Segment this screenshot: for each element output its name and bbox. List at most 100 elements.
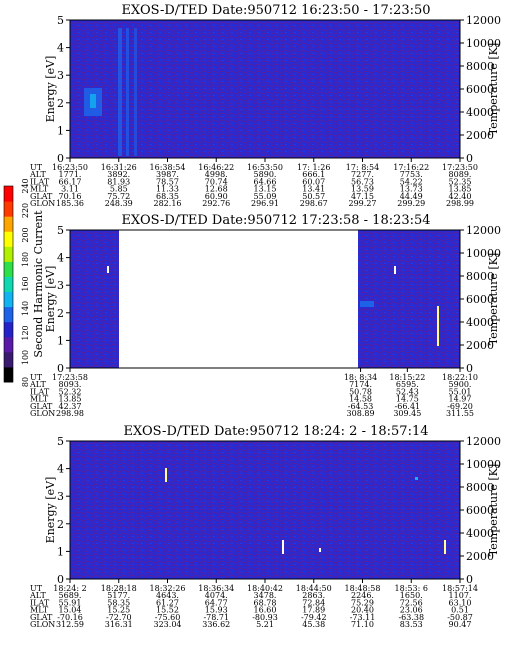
eph-value: 17:16:22 xyxy=(393,163,429,172)
eph-value: 298.67 xyxy=(300,199,328,208)
eph-value: 52.35 xyxy=(449,177,472,186)
eph-row-label: ALT xyxy=(29,591,46,600)
y2-tick-label: 6000 xyxy=(466,504,494,517)
colorbar-swatch xyxy=(4,306,13,323)
eph-value: -78.71 xyxy=(203,613,229,622)
eph-value: 1650. xyxy=(400,591,423,600)
y2-tick-label: 8000 xyxy=(466,60,494,73)
eph-value: 16:46:22 xyxy=(198,163,234,172)
eph-value: 50.57 xyxy=(302,192,325,201)
eph-value: 312.59 xyxy=(56,620,84,629)
y2-tick-label: 6000 xyxy=(466,293,494,306)
eph-value: 17.89 xyxy=(302,606,325,615)
eph-value: 16.60 xyxy=(254,606,277,615)
eph-value: 316.31 xyxy=(105,620,133,629)
eph-value: 18:24: 2 xyxy=(53,584,86,593)
colorbar-swatch xyxy=(4,261,13,277)
panel-title: EXOS-D/TED Date:950712 16:23:50 - 17:23:… xyxy=(121,3,430,18)
colorbar-swatch xyxy=(4,186,13,202)
colorbar-swatch xyxy=(4,246,13,262)
eph-value: 282.16 xyxy=(154,199,182,208)
eph-value: 47.15 xyxy=(351,192,374,201)
eph-value: 8093. xyxy=(59,380,82,389)
eph-value: 70.74 xyxy=(205,177,228,186)
eph-value: 15.52 xyxy=(156,606,179,615)
eph-value: 61.27 xyxy=(156,598,179,607)
eph-value: 298.99 xyxy=(446,199,474,208)
data-segment-left xyxy=(70,230,119,368)
eph-value: 2863. xyxy=(302,591,325,600)
y-tick-label: 5 xyxy=(57,224,64,237)
y2-tick-label: 2000 xyxy=(466,339,494,352)
eph-row-label: GLAT xyxy=(30,192,53,201)
eph-row-label: ALT xyxy=(29,170,46,179)
eph-value: 16:53:50 xyxy=(247,163,283,172)
eph-value: 309.45 xyxy=(393,409,421,418)
colorbar-swatch xyxy=(4,216,13,232)
colorbar-swatch xyxy=(4,231,13,247)
y-tick-label: 4 xyxy=(57,463,64,476)
y-axis-label: Energy [eV] xyxy=(44,56,57,123)
eph-value: 3987. xyxy=(156,170,179,179)
eph-value: 17:23:50 xyxy=(442,163,478,172)
eph-value: 4998. xyxy=(205,170,228,179)
eph-value: 298.98 xyxy=(56,409,84,418)
eph-value: -80.93 xyxy=(252,613,278,622)
eph-value: 50.78 xyxy=(349,387,372,396)
eph-value: 72.84 xyxy=(302,598,325,607)
eph-value: 5890. xyxy=(254,170,277,179)
eph-value: 4074. xyxy=(205,591,228,600)
eph-value: 42.40 xyxy=(449,192,472,201)
panel-title: EXOS-D/TED Date:950712 18:24: 2 - 18:57:… xyxy=(124,424,429,439)
eph-value: 6595. xyxy=(396,380,419,389)
y-tick-label: 0 xyxy=(57,362,64,375)
eph-value: 18:48:58 xyxy=(345,584,381,593)
eph-row-label: MLT xyxy=(30,606,49,615)
eph-row-label: ALT xyxy=(29,380,46,389)
eph-row-label: GLON xyxy=(30,620,55,629)
eph-value: 13.73 xyxy=(400,185,423,194)
eph-value: 12.68 xyxy=(205,185,228,194)
y2-axis-label: Temperature [K] xyxy=(487,253,500,345)
eph-value: 5177. xyxy=(107,591,130,600)
colorbar-tick-label: 220 xyxy=(21,203,30,218)
y2-tick-label: 8000 xyxy=(466,270,494,283)
eph-value: 3892. xyxy=(107,170,130,179)
eph-value: 16:23:50 xyxy=(52,163,88,172)
eph-value: 2246. xyxy=(351,591,374,600)
eph-value: 7277. xyxy=(351,170,374,179)
eph-value: -64.53 xyxy=(348,402,374,411)
eph-value: 68.78 xyxy=(254,598,277,607)
y-tick-label: 1 xyxy=(57,334,64,347)
eph-value: 16:31:26 xyxy=(101,163,137,172)
eph-value: -69.20 xyxy=(447,402,473,411)
y2-axis-label: Temperature [K] xyxy=(487,43,500,135)
eph-value: 666.1 xyxy=(302,170,325,179)
y2-tick-label: 10000 xyxy=(466,247,501,260)
y-tick-label: 4 xyxy=(57,252,64,265)
y-axis-label: Energy [eV] xyxy=(44,477,57,544)
eph-value: 292.76 xyxy=(202,199,230,208)
y-tick-label: 2 xyxy=(57,97,64,110)
eph-value: 18:44:50 xyxy=(296,584,332,593)
colorbar-swatch xyxy=(4,291,13,308)
y2-tick-label: 4000 xyxy=(466,527,494,540)
eph-value: 71.10 xyxy=(351,620,374,629)
eph-value: 17: 8:54 xyxy=(346,163,379,172)
eph-value: -73.11 xyxy=(350,613,376,622)
y-tick-label: 2 xyxy=(57,307,64,320)
eph-value: 66.17 xyxy=(59,177,82,186)
eph-value: 75.29 xyxy=(351,598,374,607)
eph-row-label: MLT xyxy=(30,395,49,404)
y2-tick-label: 2000 xyxy=(466,550,494,563)
eph-value: 18: 8:34 xyxy=(344,373,377,382)
y-tick-label: 3 xyxy=(57,279,64,292)
y-tick-label: 0 xyxy=(57,152,64,165)
eph-value: -79.42 xyxy=(301,613,327,622)
eph-row-label: ILAT xyxy=(30,598,50,607)
eph-value: 17:23:58 xyxy=(52,373,88,382)
eph-value: 55.09 xyxy=(254,192,277,201)
eph-value: 13.59 xyxy=(351,185,374,194)
eph-value: 55.91 xyxy=(59,598,82,607)
eph-value: 42.37 xyxy=(59,402,82,411)
